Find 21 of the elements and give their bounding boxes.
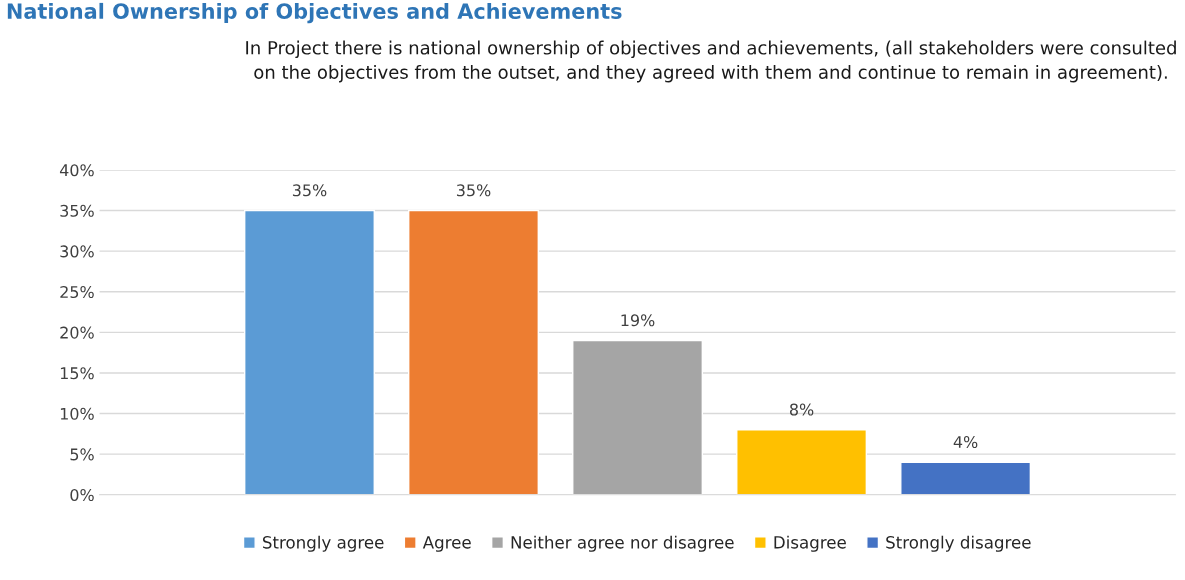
y-tick-label: 25% [60, 285, 94, 299]
data-label: 8% [789, 403, 814, 416]
data-label: 4% [953, 435, 978, 449]
y-tick-label: 5% [70, 448, 94, 461]
y-tick-label: 35% [60, 204, 94, 217]
legend-label: Neither agree nor disagree [511, 535, 734, 552]
y-tick-label: 15% [60, 367, 94, 380]
legend-label: Disagree [774, 535, 846, 552]
y-tick-label: 20% [60, 326, 94, 339]
y-tick-label: 30% [60, 245, 94, 258]
y-tick-label: 0% [70, 488, 94, 502]
data-label: 35% [456, 184, 491, 197]
legend-label: Agree [422, 536, 471, 552]
data-label: 35% [292, 184, 327, 197]
data-label: 19% [621, 314, 655, 327]
legend-label: Strongly disagree [886, 535, 1031, 552]
y-tick-label: 10% [60, 407, 94, 420]
chart-subtitle: In Project there is national ownership of objectives and achievements, (all stakeholders were consulted on the objectives from the outset, and they agreed with them and continue to remain in agreement). [246, 40, 1176, 83]
chart-title: National Ownership of Objectives and Achievements [7, 2, 622, 24]
y-tick-label: 40% [59, 164, 94, 177]
legend-label: Strongly agree [262, 535, 384, 552]
